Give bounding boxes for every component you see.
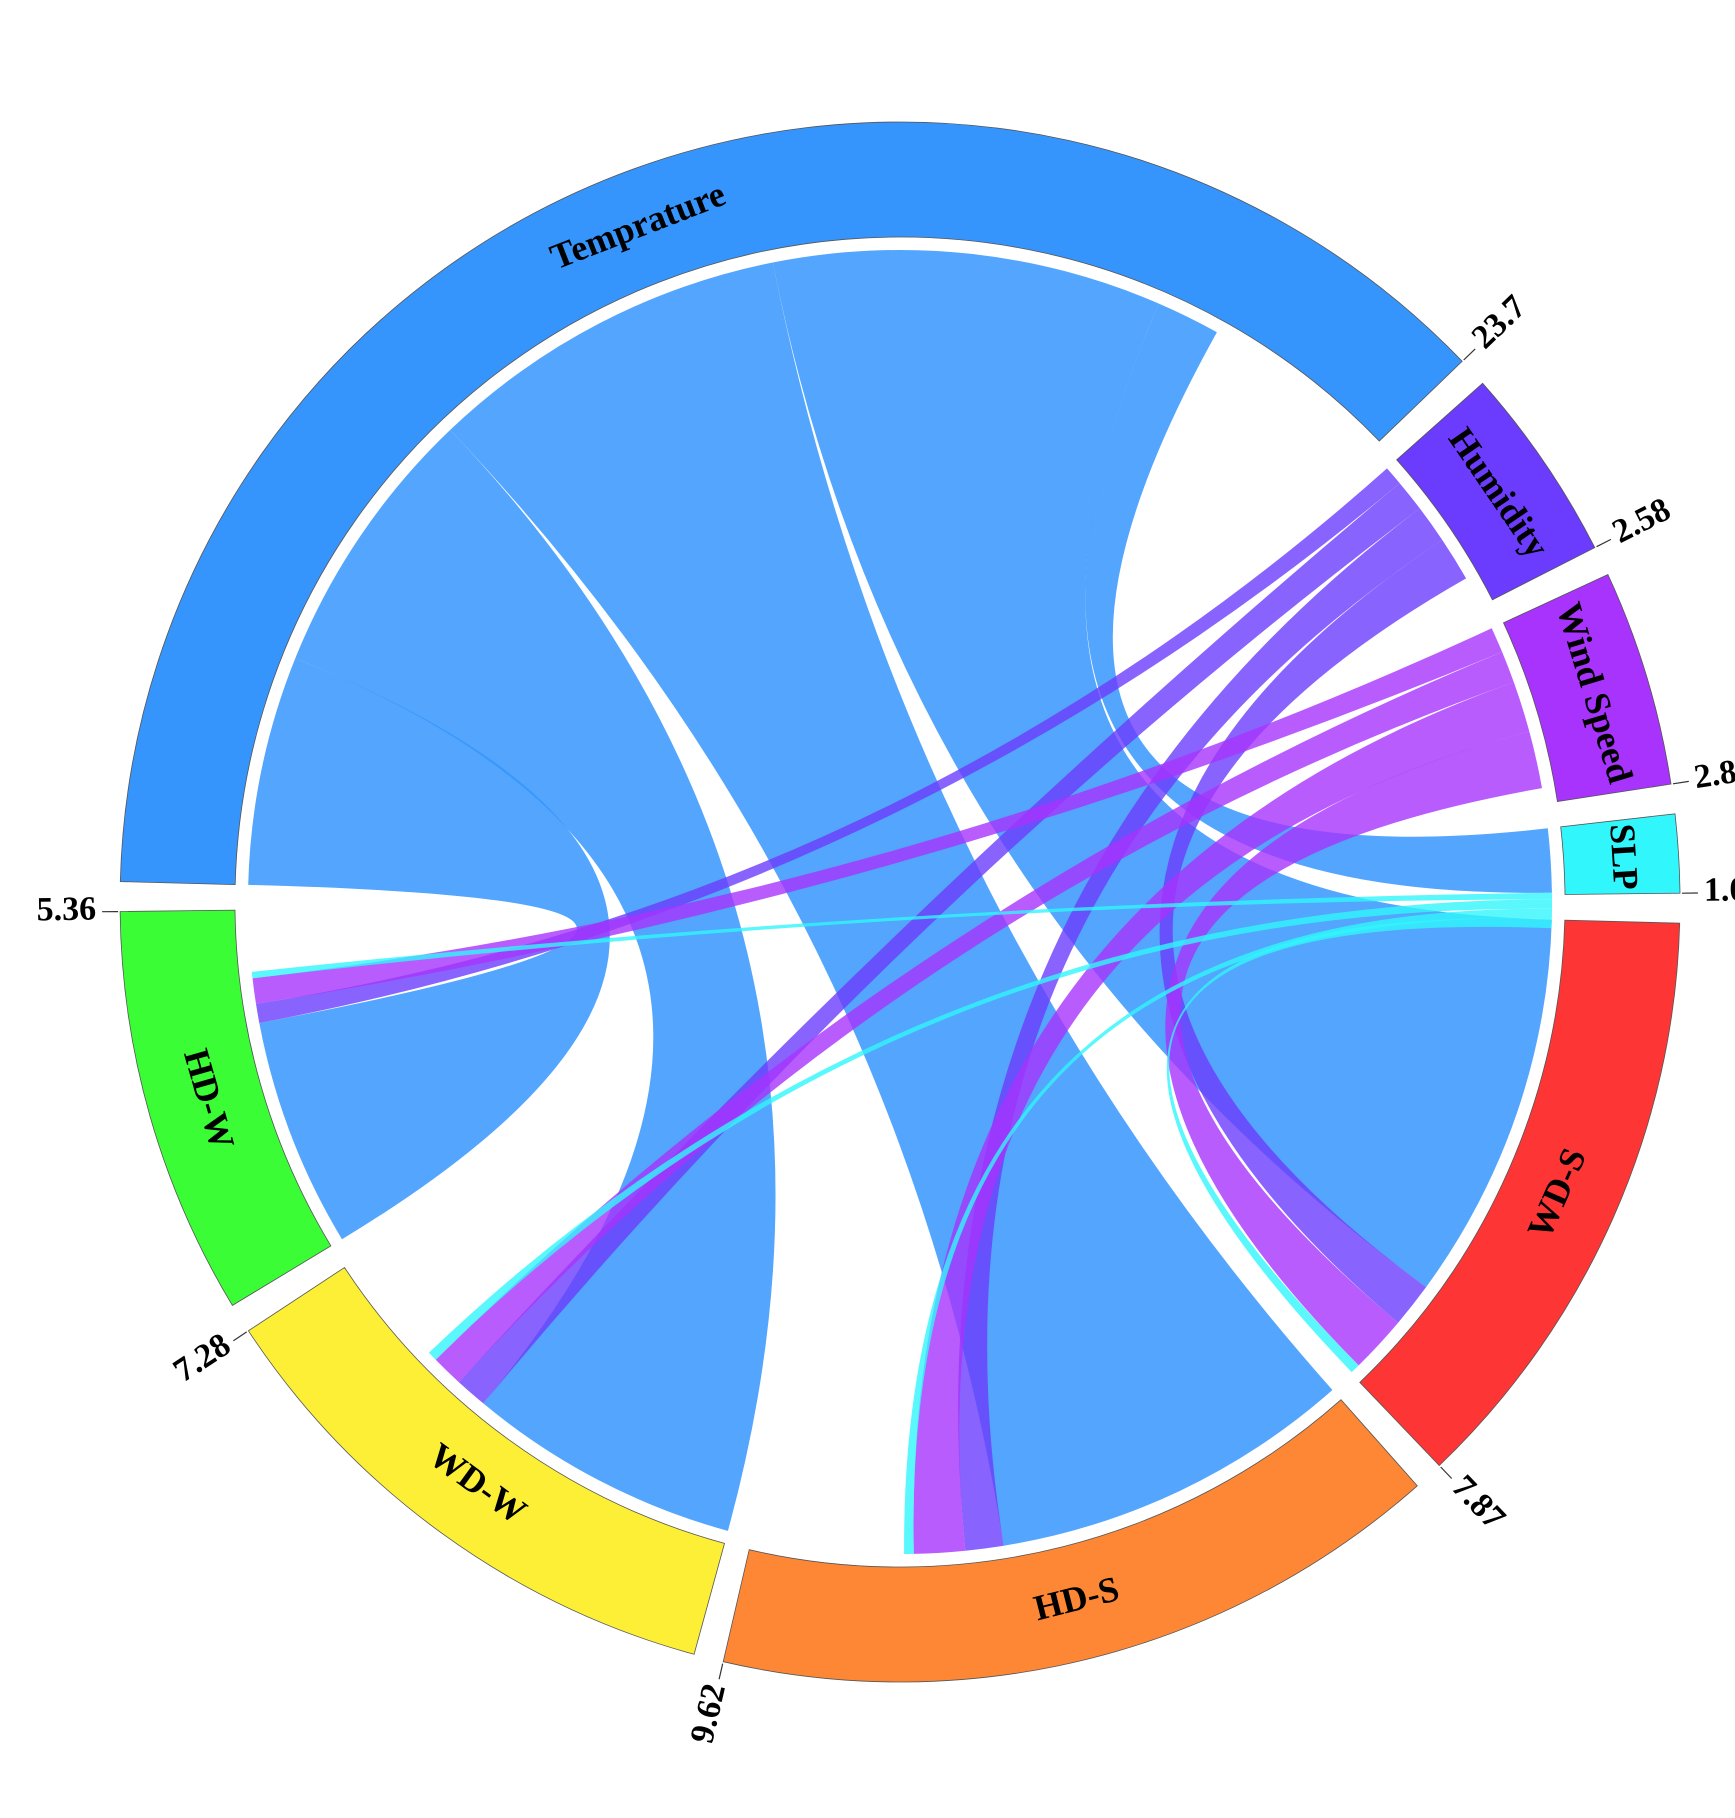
segment-label-slp: SLP — [1602, 823, 1646, 891]
segment-arc-hd-s — [722, 1399, 1418, 1683]
value-tick-hd-s — [718, 1663, 724, 1680]
segment-arc-slp — [1560, 813, 1681, 895]
chord-temprature-to-wd-w — [295, 430, 776, 1531]
value-label-humidity: 2.58 — [1607, 491, 1677, 551]
value-label-wd-s: 7.87 — [1444, 1468, 1512, 1537]
value-tick-temprature — [1463, 348, 1476, 361]
value-label-slp: 1.03 — [1704, 871, 1735, 909]
segment-arc-hd-w — [119, 909, 332, 1306]
value-label-wind-speed: 2.84 — [1692, 751, 1735, 797]
segment-arcs — [119, 121, 1681, 1683]
value-tick-wind-speed — [1672, 780, 1689, 785]
value-tick-wd-s — [1440, 1466, 1453, 1479]
value-label-hd-w: 5.36 — [36, 891, 96, 929]
value-label-temprature: 23.7 — [1465, 288, 1534, 356]
chord-humidity-to-hd-s — [958, 508, 1443, 1551]
chord-links — [248, 249, 1553, 1554]
segment-arc-wd-s — [1359, 919, 1681, 1467]
segment-arc-wind-speed — [1502, 573, 1672, 802]
chord-wind-speed-to-wd-s — [1165, 731, 1542, 1366]
chord-temprature-to-hd-s — [450, 262, 1333, 1546]
value-label-wd-w: 7.28 — [167, 1326, 237, 1390]
value-tick-wd-w — [233, 1331, 248, 1342]
chord-humidity-to-wd-w — [458, 483, 1420, 1404]
value-label-hd-s: 9.62 — [684, 1680, 734, 1746]
segment-arc-wd-w — [247, 1266, 725, 1655]
chord-wind-speed-to-hd-s — [913, 682, 1530, 1554]
segment-arc-humidity — [1396, 382, 1596, 601]
value-tick-humidity — [1596, 538, 1612, 548]
chord-temprature-to-slp — [1085, 303, 1552, 893]
chord-temprature-to-wd-s — [772, 249, 1552, 1288]
segment-arc-temprature — [119, 121, 1463, 886]
chord-wind-speed-to-hd-w — [252, 628, 1503, 1004]
chord-temprature-to-hd-w — [248, 658, 610, 1240]
chord-humidity-to-wd-s — [1159, 540, 1467, 1323]
